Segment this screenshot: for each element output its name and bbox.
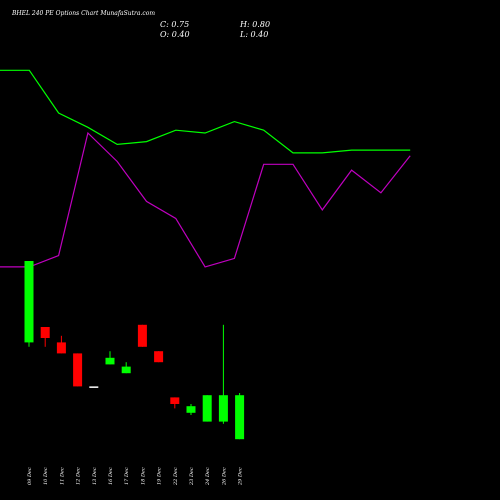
magenta-indicator-line: [0, 131, 411, 268]
date-tick-label: 23 Dec: [189, 467, 195, 486]
date-tick-label: 16 Dec: [108, 467, 114, 485]
candle-body: [202, 395, 212, 422]
candle: [137, 324, 147, 347]
date-tick-label: 22 Dec: [173, 467, 179, 486]
candle-body: [89, 386, 99, 388]
candle: [24, 261, 34, 347]
candle: [154, 351, 164, 363]
candle: [186, 404, 196, 415]
date-tick-label: 26 Dec: [221, 467, 227, 486]
candle-body: [73, 353, 83, 387]
candle: [105, 351, 115, 365]
candle-body: [121, 366, 131, 374]
date-tick-label: 09 Dec: [27, 467, 33, 485]
candle-body: [137, 324, 147, 347]
high-readout: H: 0.80: [239, 20, 270, 29]
date-axis: 09 Dec 10 Dec 11 Dec 12 Dec 13 Dec 16 Dec 17 D…: [27, 467, 244, 486]
candle: [89, 386, 99, 388]
candle-body: [105, 357, 115, 365]
date-tick-label: 10 Dec: [43, 467, 49, 485]
candle: [235, 393, 245, 440]
candle-body: [235, 395, 245, 440]
candle: [73, 353, 83, 387]
date-tick-label: 13 Dec: [92, 467, 98, 485]
date-tick-label: 17 Dec: [124, 467, 130, 485]
candle-body: [154, 351, 164, 363]
candle-body: [40, 327, 50, 338]
candle-body: [170, 397, 180, 404]
candle-body: [186, 406, 196, 413]
date-tick-label: 11 Dec: [59, 467, 65, 485]
candle: [218, 324, 228, 424]
candle: [202, 395, 212, 422]
date-tick-label: 18 Dec: [140, 467, 146, 485]
date-tick-label: 29 Dec: [238, 467, 244, 486]
candle: [40, 327, 50, 347]
date-tick-label: 24 Dec: [205, 467, 211, 486]
candle: [170, 397, 180, 409]
low-readout: L: 0.40: [239, 30, 268, 39]
open-readout: O: 0.40: [160, 30, 190, 39]
candle: [121, 362, 131, 374]
close-readout: C: 0.75: [160, 20, 189, 29]
candle-body: [24, 261, 34, 343]
green-indicator-line: [0, 69, 411, 154]
candle-body: [218, 395, 228, 422]
chart-title: BHEL 240 PE Options Chart MunafaSutra.co…: [11, 10, 155, 17]
indicator-lines: [0, 69, 411, 268]
candles: [24, 261, 245, 440]
candle-body: [56, 342, 66, 354]
date-tick-label: 12 Dec: [76, 467, 82, 485]
date-tick-label: 19 Dec: [157, 467, 163, 485]
candle: [56, 335, 66, 354]
